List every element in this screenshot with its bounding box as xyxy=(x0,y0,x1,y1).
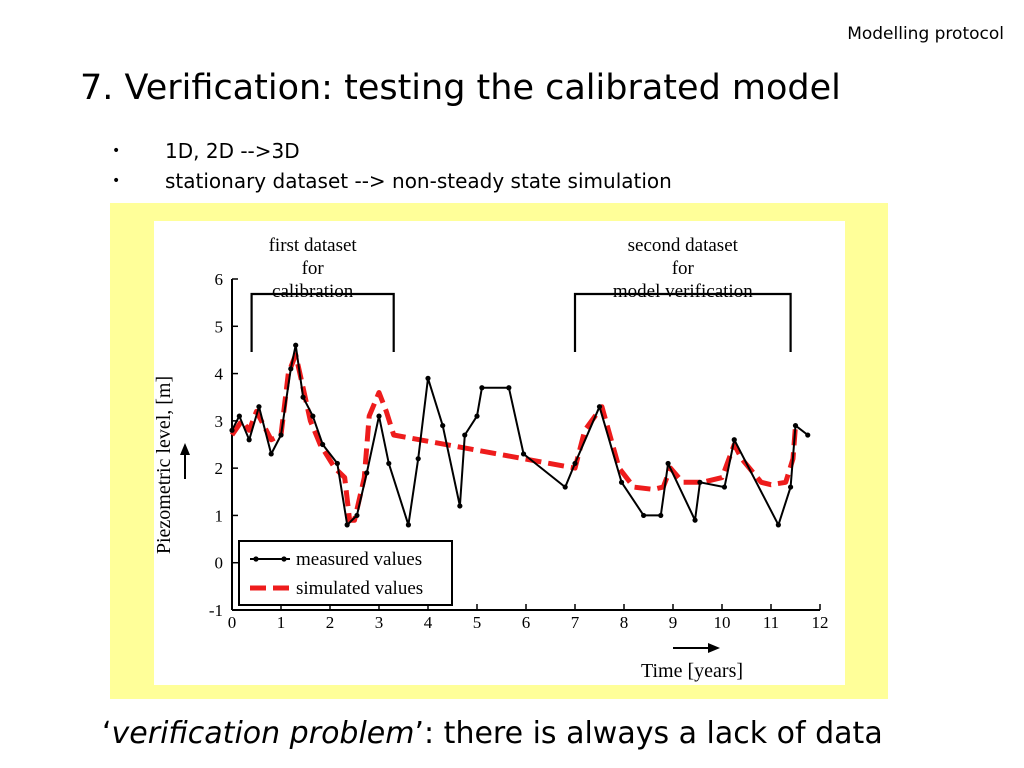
dataset-bracket xyxy=(573,292,792,352)
x-tick-label: 11 xyxy=(763,613,779,632)
x-tick-label: 6 xyxy=(522,613,531,632)
bullet-item: • stationary dataset --> non-steady stat… xyxy=(112,166,672,196)
measured-data-point xyxy=(788,484,794,490)
measured-data-point xyxy=(805,432,811,438)
footer-rest: : there is always a lack of data xyxy=(424,716,883,751)
measured-data-point xyxy=(229,427,235,433)
measured-data-point xyxy=(300,394,306,400)
slide-title: 7. Verification: testing the calibrated … xyxy=(80,68,841,108)
figure-frame: 0 1 2 3 4 5 6 7 8 9 10 11 12 -1 0 1 2 3 4 5 6 Time [years] Pie… xyxy=(110,203,888,699)
dataset-bracket xyxy=(250,292,395,352)
y-tick-label: 2 xyxy=(215,459,224,478)
measured-data-point xyxy=(415,456,421,462)
legend-measured-marker xyxy=(253,556,259,562)
measured-data-point xyxy=(641,512,647,519)
x-tick-label: 8 xyxy=(620,613,629,632)
measured-data-point xyxy=(236,413,242,419)
measured-data-point xyxy=(658,512,664,519)
bullet-list: • 1D, 2D -->3D • stationary dataset --> … xyxy=(112,136,672,196)
x-tick-label: 0 xyxy=(228,613,237,632)
x-tick-label: 4 xyxy=(424,613,433,632)
measured-data-point xyxy=(278,432,284,438)
measured-data-point xyxy=(405,522,411,528)
bullet-text: stationary dataset --> non-steady state … xyxy=(165,169,672,193)
legend-measured-label: measured values xyxy=(296,549,422,570)
measured-data-point xyxy=(344,522,350,528)
measured-data-point xyxy=(775,522,781,528)
y-tick-label: -1 xyxy=(209,601,223,620)
y-tick-label: 1 xyxy=(215,506,224,525)
footer-open-quote: ‘ xyxy=(102,716,112,751)
measured-data-point xyxy=(618,479,625,485)
x-tick-label: 1 xyxy=(277,613,286,632)
measured-data-point xyxy=(386,460,392,467)
y-tick-label: 0 xyxy=(215,554,224,573)
x-tick-label: 10 xyxy=(714,613,731,632)
measured-data-point xyxy=(246,437,252,443)
dataset-annotation-label: for xyxy=(302,258,325,279)
legend-simulated-label: simulated values xyxy=(296,578,423,599)
measured-data-point xyxy=(572,460,578,467)
measured-data-point xyxy=(462,432,468,438)
bullet-dot-icon: • xyxy=(112,173,121,189)
dataset-annotation-label: for xyxy=(672,258,695,279)
measured-data-point xyxy=(792,422,799,429)
measured-data-point xyxy=(364,470,370,476)
measured-data-point xyxy=(376,413,382,419)
bullet-text: 1D, 2D -->3D xyxy=(165,139,300,163)
dataset-annotation-label: first dataset xyxy=(269,235,358,256)
y-axis-label: Piezometric level, [m] xyxy=(154,376,175,554)
measured-data-point xyxy=(520,451,527,457)
y-tick-label: 5 xyxy=(215,317,224,336)
measured-data-point xyxy=(310,413,316,419)
x-tick-label: 3 xyxy=(375,613,384,632)
x-tick-label: 9 xyxy=(669,613,678,632)
measured-data-point xyxy=(256,404,262,410)
y-axis-arrow-icon xyxy=(180,443,190,455)
measured-data-point xyxy=(506,385,512,391)
measured-data-point xyxy=(334,460,340,467)
measured-series-line xyxy=(231,344,809,526)
x-axis-label: Time [years] xyxy=(641,660,743,682)
dataset-annotation-label: model verification xyxy=(613,281,753,302)
footer-emphasis: verification problem xyxy=(111,716,415,751)
measured-data-point xyxy=(596,404,603,410)
measured-data-point xyxy=(731,437,737,443)
header-tag: Modelling protocol xyxy=(847,24,1004,44)
measured-data-point xyxy=(562,484,568,490)
measured-data-point xyxy=(457,503,463,509)
bullet-dot-icon: • xyxy=(112,143,121,159)
measured-data-point xyxy=(697,479,703,485)
measured-data-point xyxy=(479,385,485,391)
measured-data-point xyxy=(268,451,274,457)
measured-data-point xyxy=(721,484,728,490)
dataset-annotation-label: second dataset xyxy=(628,235,739,256)
dataset-annotation-label: calibration xyxy=(272,281,354,302)
measured-data-point xyxy=(354,512,360,519)
y-tick-label: 3 xyxy=(215,412,224,431)
measured-data-point xyxy=(665,460,671,467)
x-tick-label: 5 xyxy=(473,613,482,632)
bullet-item: • 1D, 2D -->3D xyxy=(112,136,672,166)
measured-data-point xyxy=(288,366,294,372)
measured-data-point xyxy=(440,422,446,429)
measured-data-point xyxy=(474,413,480,419)
x-tick-label: 2 xyxy=(326,613,335,632)
measured-data-point xyxy=(692,517,698,523)
y-tick-label: 4 xyxy=(215,365,224,384)
x-tick-label: 12 xyxy=(812,613,829,632)
measured-data-point xyxy=(425,375,431,381)
x-axis-arrow-icon xyxy=(708,643,720,653)
y-tick-label: 6 xyxy=(215,270,224,289)
footer-close-quote: ’ xyxy=(414,716,425,751)
legend-measured-marker xyxy=(281,556,287,562)
footer-statement: ‘verification problem’: there is always … xyxy=(102,716,883,751)
chart-panel: 0 1 2 3 4 5 6 7 8 9 10 11 12 -1 0 1 2 3 4 5 6 Time [years] Pie… xyxy=(154,221,845,685)
measured-data-point xyxy=(320,441,326,448)
measured-data-point xyxy=(293,342,299,348)
x-tick-label: 7 xyxy=(571,613,580,632)
legend-box xyxy=(238,540,453,606)
simulated-series-line xyxy=(229,352,798,523)
